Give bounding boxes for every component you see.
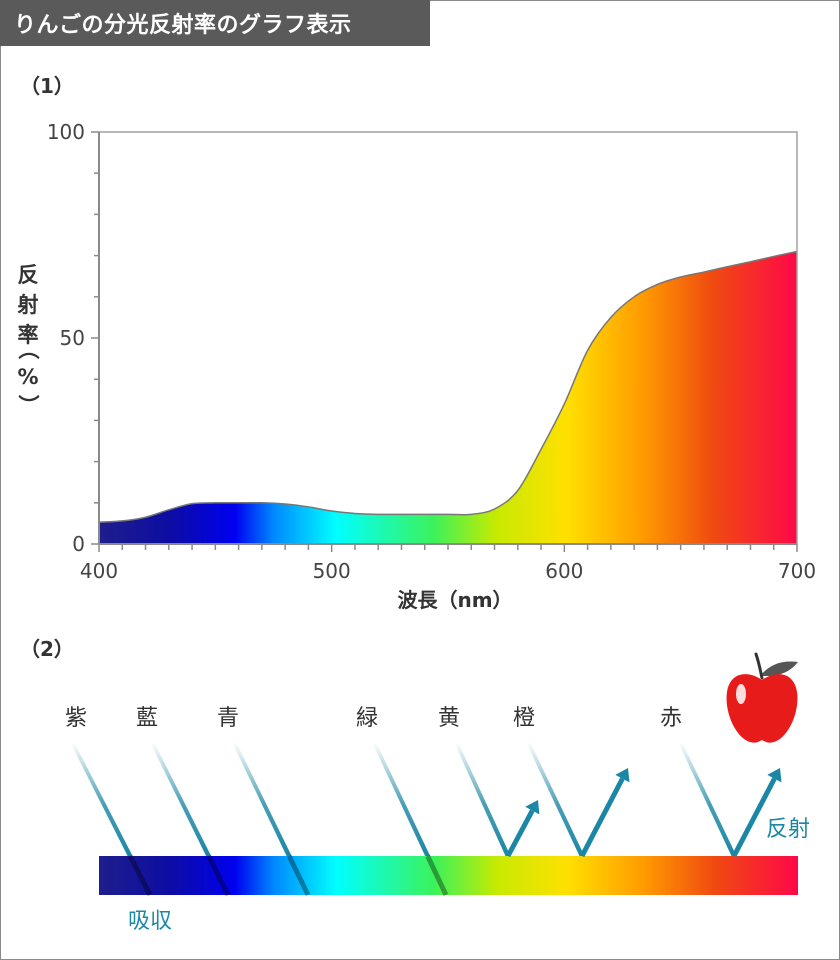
- reflectance-area: [99, 251, 797, 545]
- color-label: 紫: [65, 706, 87, 731]
- arrow-head-icon: [615, 768, 630, 783]
- x-axis-title: 波長（nm）: [397, 588, 512, 612]
- page-title: りんごの分光反射率のグラフ表示: [14, 13, 352, 38]
- color-label: 赤: [660, 706, 682, 731]
- reflectance-line: [98, 250, 798, 523]
- arrow-head-icon: [767, 768, 782, 783]
- y-tick-label: 0: [72, 532, 85, 556]
- title-bar: りんごの分光反射率のグラフ表示: [0, 0, 430, 46]
- color-label: 青: [217, 706, 239, 731]
- x-tick-label: 400: [80, 559, 118, 583]
- y-axis-title-char: （: [16, 339, 40, 360]
- y-axis-title: 反射率（% ）: [16, 263, 40, 416]
- y-axis-title-char: ）: [16, 395, 40, 416]
- plot-border: [99, 131, 798, 544]
- reflected-ray: [526, 742, 630, 858]
- absorbed-ray: [372, 742, 449, 897]
- chart-ticks: 0 50 100 400 500 600 700: [47, 120, 816, 583]
- light-diagram: 紫藍青緑黄橙赤: [65, 706, 782, 897]
- x-tick-label: 500: [313, 559, 351, 583]
- reflected-ray: [678, 742, 782, 858]
- y-tick-label: 100: [47, 120, 85, 144]
- spectrum-band: [99, 856, 798, 895]
- absorbed-ray: [232, 742, 311, 897]
- y-axis-title-char: %: [17, 365, 38, 389]
- arrow-head-icon: [525, 800, 540, 815]
- color-label: 黄: [438, 706, 460, 731]
- y-axis-title-char: 射: [17, 293, 39, 317]
- reflected-ray: [454, 742, 540, 858]
- absorbed-ray: [150, 742, 231, 897]
- section-2-label: （2）: [20, 637, 74, 661]
- section-1-label: （1）: [20, 74, 74, 98]
- color-label: 緑: [356, 706, 378, 731]
- spectrum-area-layer: [98, 250, 798, 545]
- reflect-label: 反射: [766, 817, 810, 842]
- x-tick-label: 600: [545, 559, 583, 583]
- y-tick-label: 50: [60, 326, 85, 350]
- x-tick-label: 700: [778, 559, 816, 583]
- y-axis-title-char: 反: [18, 263, 39, 287]
- apple-icon: [726, 652, 798, 743]
- absorbed-ray: [70, 742, 153, 897]
- color-label: 橙: [513, 706, 535, 731]
- absorb-label: 吸収: [128, 909, 172, 934]
- y-axis-title-char: 率: [18, 323, 39, 347]
- color-label: 藍: [136, 706, 158, 731]
